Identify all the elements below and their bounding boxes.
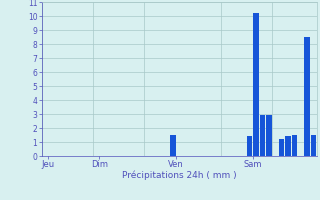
Bar xyxy=(292,135,297,156)
Bar xyxy=(253,13,259,156)
Bar xyxy=(260,115,265,156)
X-axis label: Précipitations 24h ( mm ): Précipitations 24h ( mm ) xyxy=(122,171,236,180)
Bar xyxy=(170,135,175,156)
Bar xyxy=(305,37,310,156)
Bar xyxy=(266,115,271,156)
Bar xyxy=(311,135,316,156)
Bar xyxy=(247,136,252,156)
Bar xyxy=(279,139,284,156)
Bar xyxy=(285,136,291,156)
